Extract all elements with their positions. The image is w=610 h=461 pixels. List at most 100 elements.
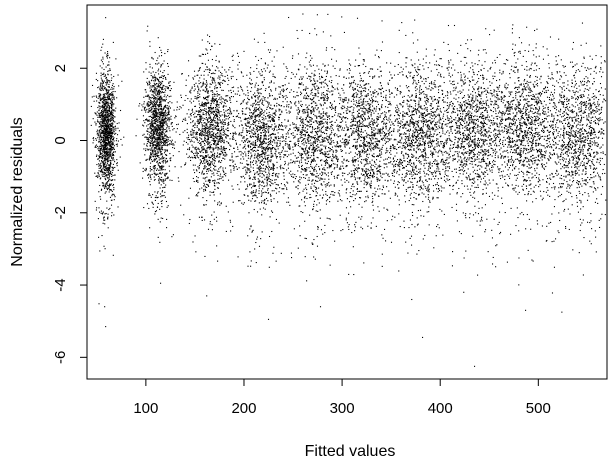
data-point — [195, 157, 197, 159]
data-point — [98, 96, 100, 98]
data-point — [155, 195, 157, 197]
data-point — [107, 80, 109, 82]
data-point — [106, 82, 108, 84]
data-point — [104, 143, 106, 145]
data-point — [200, 132, 202, 134]
data-point — [152, 77, 154, 79]
data-point — [260, 154, 262, 156]
data-point — [258, 245, 261, 247]
data-point — [198, 133, 200, 135]
data-point — [203, 168, 205, 170]
data-point — [160, 127, 162, 129]
data-point — [263, 123, 265, 125]
data-point — [163, 70, 165, 72]
data-point — [111, 138, 114, 141]
data-point — [207, 184, 209, 186]
data-point — [273, 139, 275, 141]
data-point — [98, 112, 100, 115]
data-point — [109, 113, 111, 115]
data-point — [266, 108, 268, 110]
data-point — [97, 145, 99, 148]
data-point — [151, 147, 153, 149]
data-point — [153, 85, 155, 87]
data-point — [263, 114, 265, 116]
data-point — [204, 136, 206, 138]
data-point — [218, 129, 220, 131]
data-point — [107, 174, 109, 176]
data-point — [267, 150, 269, 152]
data-point — [194, 148, 196, 150]
data-point — [198, 122, 201, 124]
data-point — [104, 152, 106, 154]
data-point — [107, 95, 109, 97]
data-point — [167, 144, 169, 146]
data-point — [209, 136, 211, 138]
data-point — [270, 90, 272, 92]
data-point — [166, 123, 168, 125]
data-point — [261, 102, 263, 104]
data-point — [266, 154, 268, 157]
data-point — [222, 126, 225, 128]
data-point — [263, 77, 265, 79]
data-point — [110, 93, 112, 95]
data-point — [212, 180, 214, 182]
data-point — [213, 155, 215, 157]
data-point — [222, 170, 225, 172]
data-point — [192, 120, 194, 122]
data-point — [99, 154, 101, 156]
data-point — [210, 161, 212, 163]
data-point — [232, 201, 234, 203]
data-point — [155, 115, 157, 117]
data-point — [103, 121, 105, 123]
data-point — [106, 126, 108, 128]
data-point — [237, 68, 239, 70]
data-point — [203, 103, 205, 105]
data-point — [165, 120, 167, 122]
data-point — [196, 194, 198, 196]
data-point — [105, 139, 107, 141]
data-point — [113, 199, 115, 201]
data-point — [274, 116, 276, 118]
data-point — [222, 82, 224, 84]
data-point — [157, 57, 159, 59]
data-point — [227, 83, 229, 86]
data-point — [158, 79, 160, 81]
data-point — [223, 146, 225, 148]
data-point — [166, 63, 169, 65]
data-point — [163, 138, 165, 140]
data-point — [161, 121, 163, 123]
data-point — [219, 154, 221, 156]
data-point — [204, 83, 206, 85]
data-point — [271, 156, 273, 158]
data-point — [110, 103, 112, 105]
data-point — [213, 169, 216, 171]
data-point — [249, 112, 251, 114]
data-point — [203, 182, 205, 184]
data-point — [149, 124, 152, 126]
data-point — [210, 106, 212, 109]
data-point — [171, 236, 173, 238]
data-point — [151, 91, 153, 93]
data-point — [274, 179, 276, 181]
data-point — [257, 146, 259, 148]
data-point — [159, 124, 161, 126]
data-point — [255, 109, 257, 112]
data-point — [264, 208, 266, 210]
data-point — [153, 159, 155, 161]
data-point — [113, 97, 115, 99]
data-point — [155, 156, 157, 158]
data-point — [235, 156, 237, 158]
data-point — [156, 137, 158, 139]
data-point — [138, 105, 140, 107]
data-point — [260, 167, 262, 169]
data-point — [212, 96, 214, 98]
data-point — [196, 96, 198, 98]
data-point — [259, 135, 262, 137]
data-point — [203, 173, 205, 175]
data-point — [196, 155, 198, 157]
data-point — [259, 161, 262, 163]
data-point — [102, 87, 104, 89]
data-point — [114, 125, 117, 127]
data-point — [246, 86, 248, 88]
data-point — [161, 75, 163, 77]
